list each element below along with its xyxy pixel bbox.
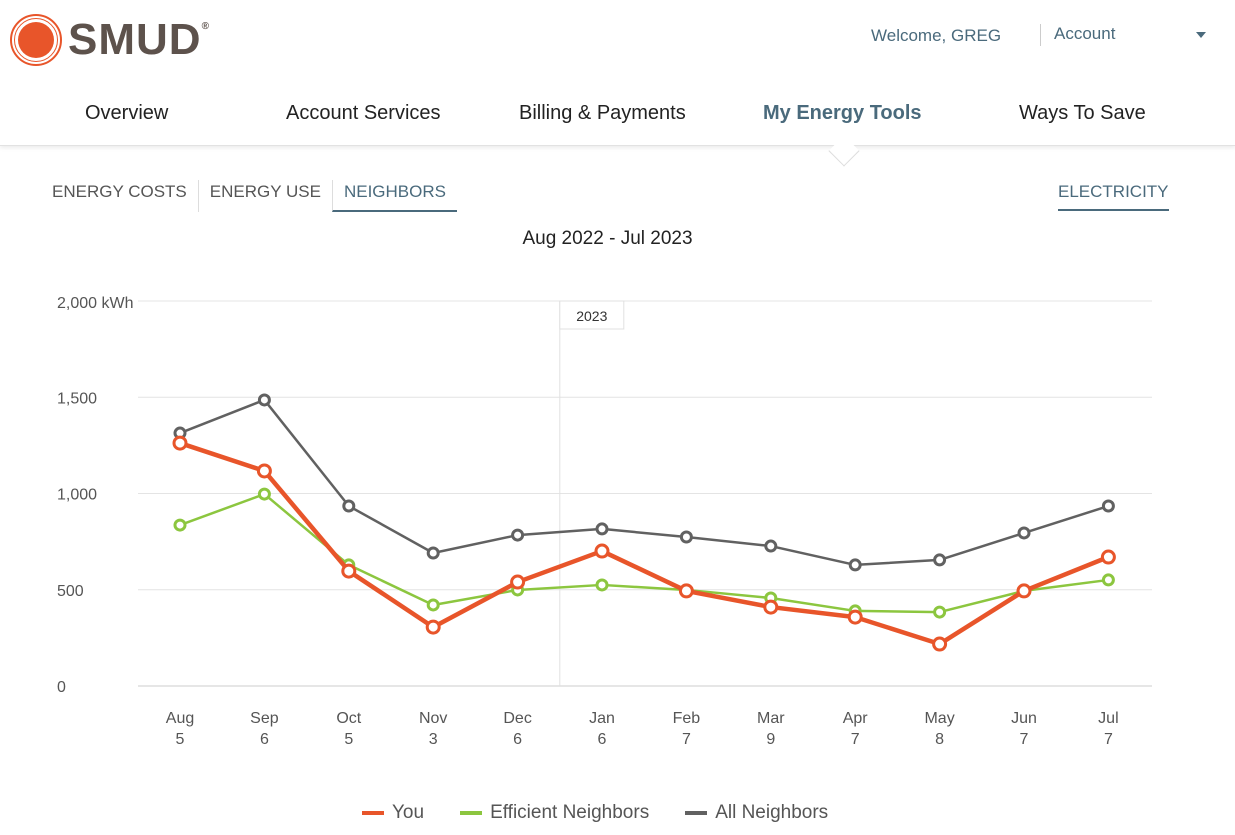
data-point-all-neighbors <box>426 546 440 560</box>
tab-energy-costs[interactable]: ENERGY COSTS <box>52 182 187 201</box>
x-tick-month: Aug <box>166 710 194 727</box>
nav-account-services[interactable]: Account Services <box>286 102 441 124</box>
x-tick-day: 7 <box>1104 731 1113 748</box>
x-tick-month: Dec <box>503 710 531 727</box>
data-point-you <box>594 543 610 559</box>
account-dropdown[interactable]: Account <box>1040 24 1210 46</box>
data-point-all-neighbors <box>257 393 271 407</box>
x-tick-month: Jun <box>1011 710 1037 727</box>
y-tick-label: 500 <box>57 583 84 600</box>
x-tick-month: Feb <box>673 710 701 727</box>
series-line-you <box>179 440 1110 647</box>
fuel-electricity[interactable]: ELECTRICITY <box>1058 182 1169 211</box>
data-point-all-neighbors <box>1101 499 1115 513</box>
x-tick-day: 9 <box>766 731 775 748</box>
data-point-you <box>172 435 188 451</box>
logo-text: SMUD <box>68 15 202 64</box>
data-point-you <box>256 463 272 479</box>
data-point-you <box>932 636 948 652</box>
data-point-you <box>425 619 441 635</box>
data-point-you <box>341 563 357 579</box>
data-point-efficient-neighbors <box>1101 573 1115 587</box>
y-tick-label: 2,000 kWh <box>57 295 133 312</box>
data-point-you <box>510 574 526 590</box>
nav-my-energy-tools[interactable]: My Energy Tools <box>763 102 922 124</box>
data-point-efficient-neighbors <box>595 578 609 592</box>
x-tick-month: Mar <box>757 710 785 727</box>
x-tick-day: 6 <box>513 731 522 748</box>
year-marker-label: 2023 <box>576 308 607 324</box>
header: SMUD® Welcome, GREG Account Overview Acc… <box>0 0 1235 146</box>
y-tick-label: 1,500 <box>57 390 97 407</box>
data-point-you <box>1100 549 1116 565</box>
subtabs: ENERGY COSTS ENERGY USE NEIGHBORS <box>52 180 457 212</box>
x-tick-month: Apr <box>843 710 869 727</box>
smud-logo[interactable]: SMUD® <box>10 14 210 66</box>
logo-icon <box>10 14 62 66</box>
x-tick-day: 8 <box>935 731 944 748</box>
legend-efficient-neighbors[interactable]: Efficient Neighbors <box>460 802 649 824</box>
legend-label: All Neighbors <box>715 802 829 823</box>
x-tick-day: 6 <box>260 731 269 748</box>
nav-overview[interactable]: Overview <box>85 102 169 124</box>
series-line-efficient-neighbors <box>179 492 1109 614</box>
data-point-efficient-neighbors <box>933 605 947 619</box>
x-tick-month: Nov <box>419 710 447 727</box>
caret-down-icon <box>1196 32 1206 38</box>
legend-all-neighbors[interactable]: All Neighbors <box>685 802 828 824</box>
x-tick-day: 7 <box>682 731 691 748</box>
legend-label: You <box>392 802 425 823</box>
data-point-all-neighbors <box>848 558 862 572</box>
legend: You Efficient Neighbors All Neighbors <box>362 802 864 824</box>
x-tick-month: Oct <box>336 710 361 727</box>
data-point-you <box>763 599 779 615</box>
y-tick-label: 0 <box>57 679 66 696</box>
x-tick-month: May <box>924 710 954 727</box>
data-point-efficient-neighbors <box>426 598 440 612</box>
tab-neighbors[interactable]: NEIGHBORS <box>331 180 457 212</box>
x-tick-day: 7 <box>851 731 860 748</box>
data-point-all-neighbors <box>764 539 778 553</box>
nav-billing-payments[interactable]: Billing & Payments <box>519 102 686 124</box>
data-point-you <box>678 583 694 599</box>
x-tick-day: 6 <box>598 731 607 748</box>
account-label: Account <box>1054 24 1116 43</box>
x-tick-day: 5 <box>344 731 353 748</box>
data-point-efficient-neighbors <box>257 487 271 501</box>
nav-ways-to-save[interactable]: Ways To Save <box>1019 102 1146 124</box>
data-point-all-neighbors <box>933 553 947 567</box>
data-point-you <box>1016 583 1032 599</box>
data-point-all-neighbors <box>595 522 609 536</box>
x-tick-day: 5 <box>176 731 185 748</box>
legend-swatch <box>460 811 483 815</box>
data-point-all-neighbors <box>511 528 525 542</box>
data-point-efficient-neighbors <box>173 518 187 532</box>
legend-swatch <box>685 811 708 815</box>
x-tick-day: 7 <box>1020 731 1029 748</box>
data-point-all-neighbors <box>679 530 693 544</box>
data-point-you <box>847 609 863 625</box>
tab-energy-use[interactable]: ENERGY USE <box>197 180 332 212</box>
date-range: Aug 2022 - Jul 2023 <box>522 228 693 249</box>
legend-label: Efficient Neighbors <box>490 802 650 823</box>
data-point-all-neighbors <box>342 499 356 513</box>
welcome-text: Welcome, GREG <box>871 26 1002 45</box>
year-marker-box <box>559 300 625 330</box>
x-tick-month: Sep <box>250 710 279 727</box>
series-line-all-neighbors <box>179 398 1109 567</box>
data-point-all-neighbors <box>1017 526 1031 540</box>
x-tick-day: 3 <box>429 731 438 748</box>
x-tick-month: Jul <box>1098 710 1118 727</box>
y-tick-label: 1,000 <box>57 487 97 504</box>
legend-swatch <box>362 811 384 815</box>
x-tick-month: Jan <box>589 710 615 727</box>
legend-you[interactable]: You <box>362 802 424 824</box>
